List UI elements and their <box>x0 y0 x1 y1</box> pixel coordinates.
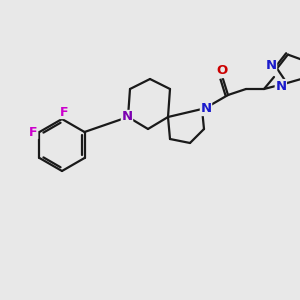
Text: N: N <box>266 59 277 72</box>
Text: F: F <box>29 125 38 139</box>
Text: N: N <box>200 103 211 116</box>
Text: N: N <box>122 110 133 124</box>
Text: O: O <box>216 64 228 77</box>
Text: F: F <box>60 106 68 118</box>
Text: N: N <box>275 80 286 93</box>
